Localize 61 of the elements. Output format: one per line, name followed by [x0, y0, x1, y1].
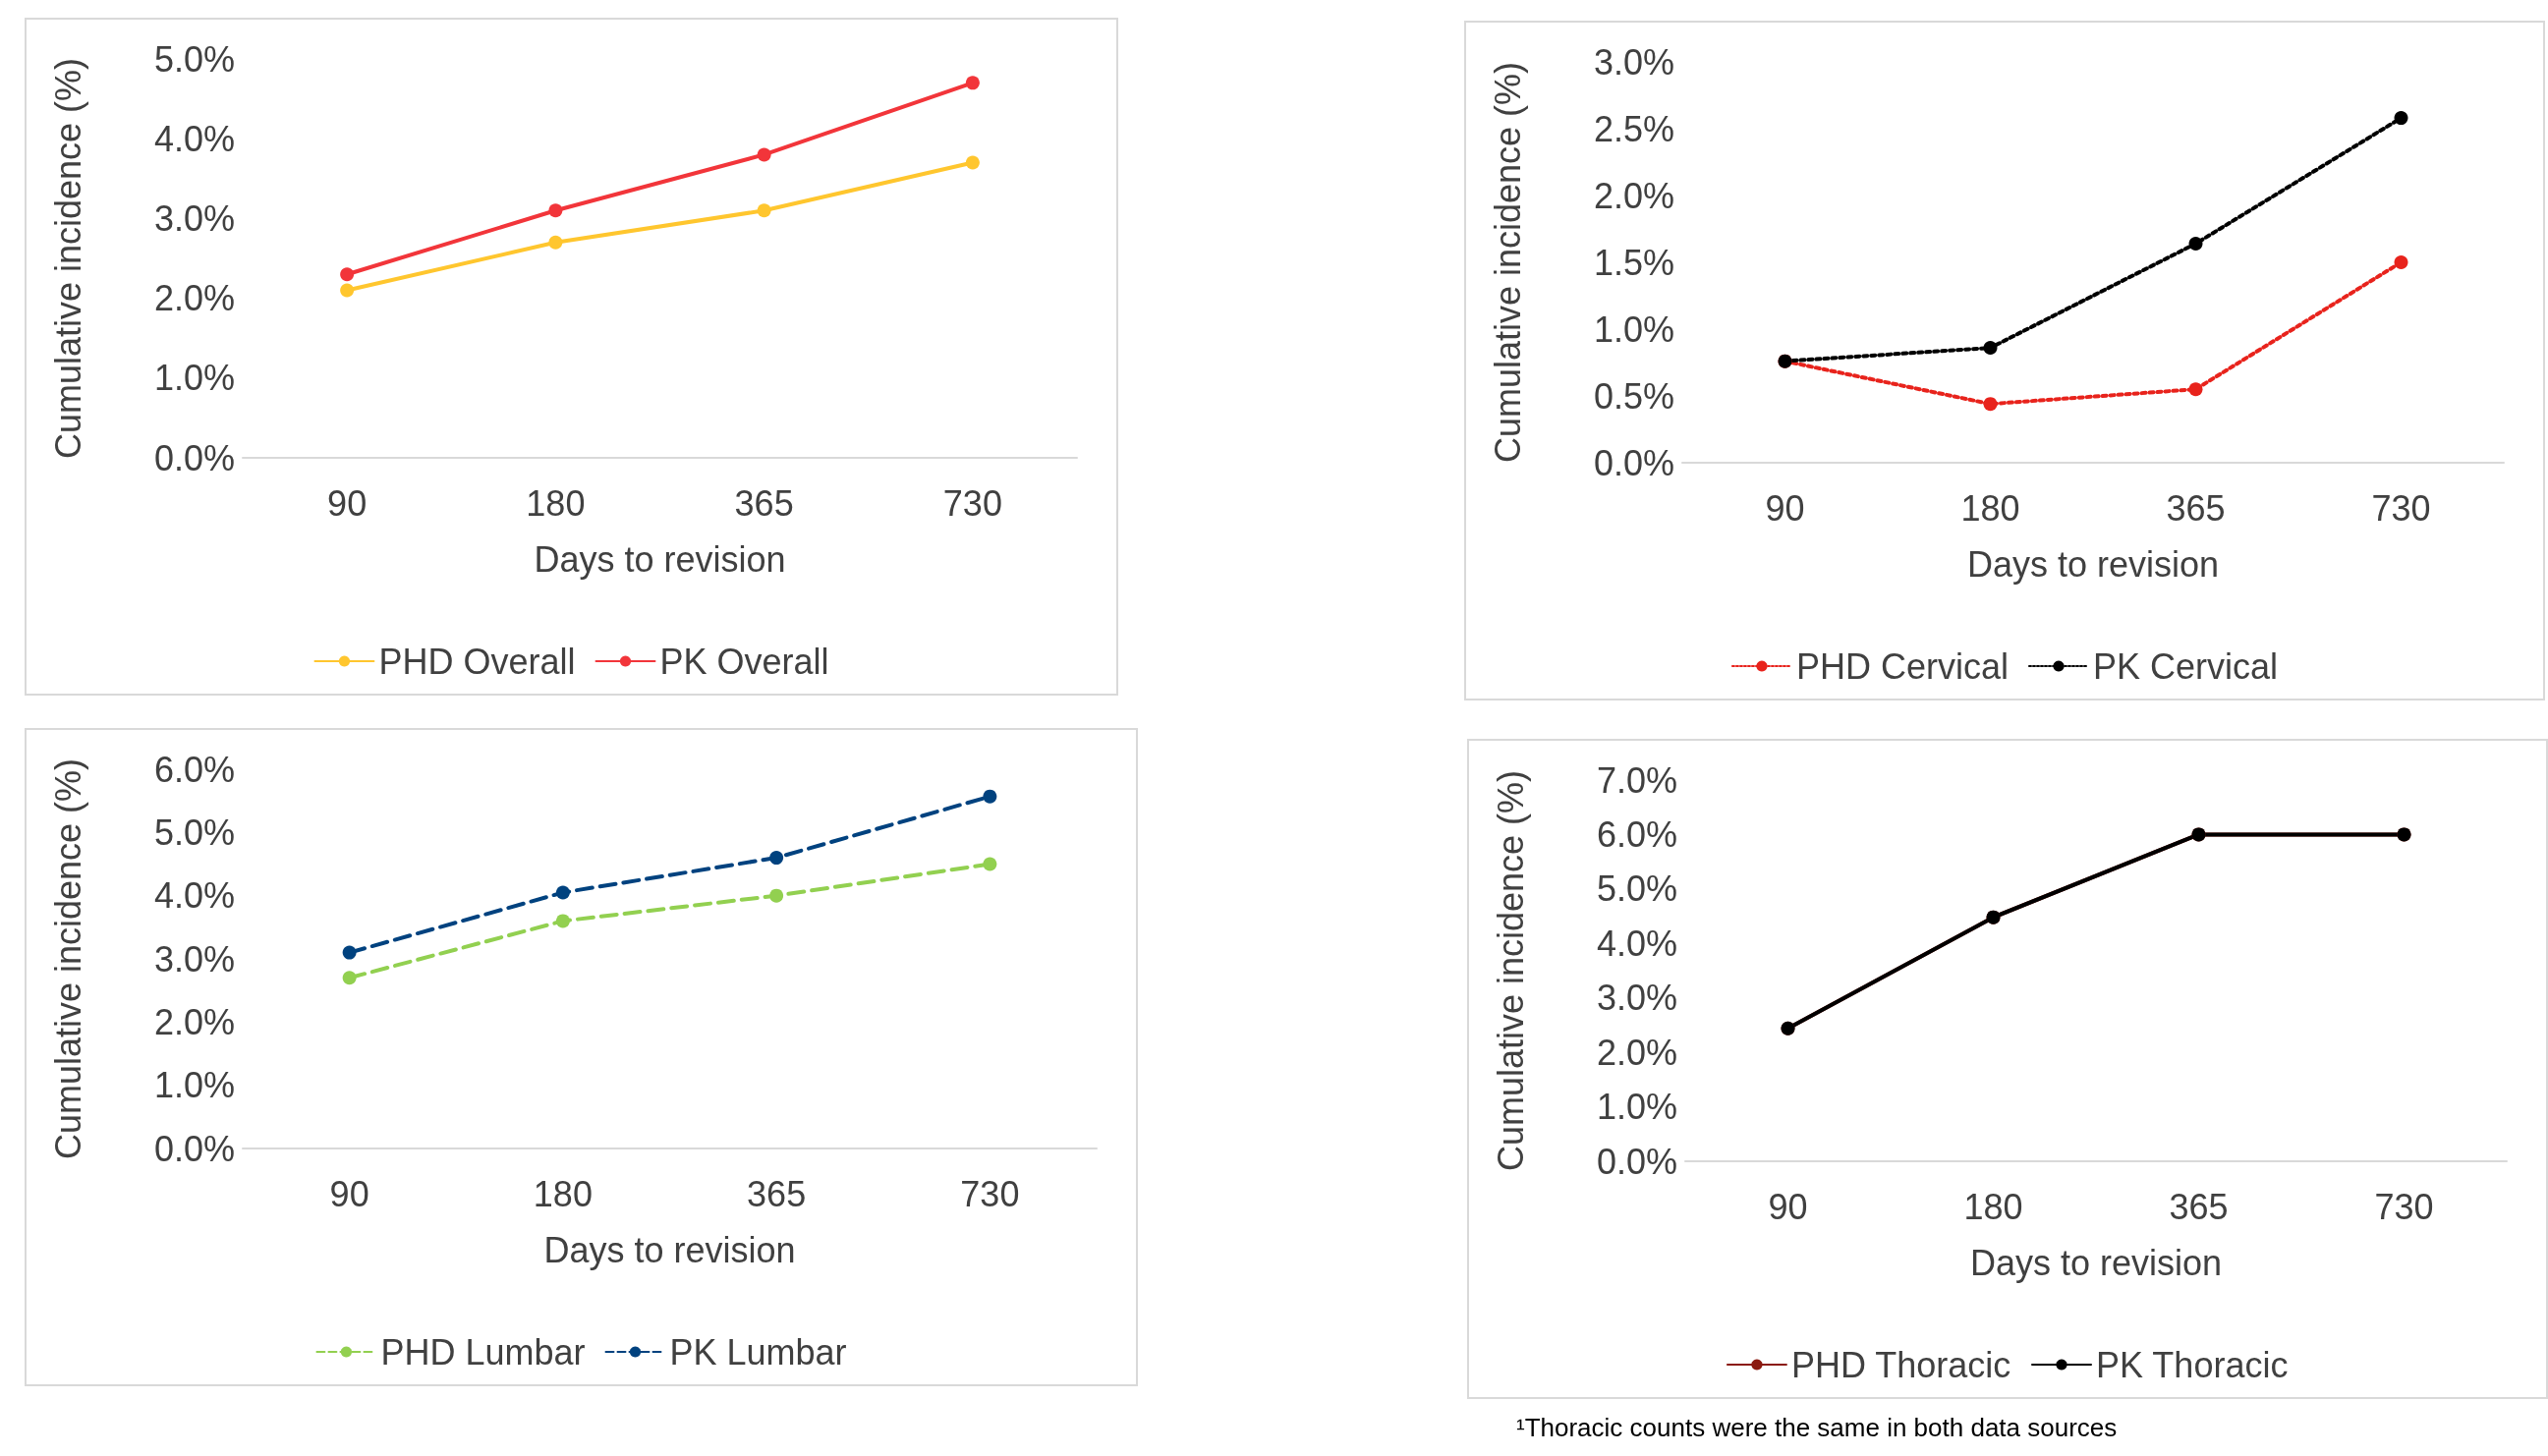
legend-label: PHD Overall	[378, 641, 576, 682]
y-tick-label: 3.0%	[1593, 41, 1674, 83]
y-axis-title: Cumulative incidence (%)	[47, 757, 88, 1160]
y-tick-label: 6.0%	[1596, 813, 1677, 855]
x-tick-label: 730	[942, 482, 1002, 524]
y-axis-title: Cumulative incidence (%)	[1487, 61, 1528, 464]
x-tick-label: 90	[1765, 487, 1805, 529]
y-tick-label: 1.0%	[1593, 308, 1674, 350]
legend-label: PHD Cervical	[1795, 645, 2009, 687]
y-tick-label: 1.0%	[153, 358, 235, 399]
y-tick-label: 1.0%	[153, 1065, 235, 1106]
x-tick-label: 180	[533, 1173, 593, 1214]
x-tick-label: 730	[2371, 487, 2431, 529]
legend-label: PK Overall	[659, 641, 829, 682]
x-tick-label: 365	[747, 1173, 807, 1214]
y-tick-label: 0.5%	[1593, 375, 1674, 417]
y-tick-label: 2.0%	[1593, 175, 1674, 216]
y-tick-label: 0.0%	[153, 437, 235, 478]
x-tick-label: 730	[960, 1173, 1020, 1214]
x-tick-label: 180	[1960, 487, 2020, 529]
legend-label: PHD Thoracic	[1790, 1344, 2011, 1385]
y-tick-label: 3.0%	[153, 938, 235, 980]
x-axis-title: Days to revision	[534, 538, 786, 580]
y-tick-label: 1.0%	[1596, 1087, 1677, 1128]
x-axis-title: Days to revision	[543, 1229, 796, 1270]
x-tick-label: 180	[526, 482, 586, 524]
x-tick-label: 365	[734, 482, 794, 524]
y-axis-title: Cumulative incidence (%)	[47, 57, 88, 460]
y-tick-label: 6.0%	[153, 749, 235, 790]
y-tick-label: 7.0%	[1596, 759, 1677, 801]
text: ¹Thoracic counts were the same in both data sources	[1516, 1413, 2119, 1443]
x-tick-label: 365	[2166, 487, 2226, 529]
y-tick-label: 0.0%	[1596, 1141, 1677, 1182]
y-tick-label: 4.0%	[153, 118, 235, 159]
x-tick-label: 90	[1768, 1186, 1808, 1227]
legend-label: PHD Lumbar	[380, 1331, 586, 1372]
y-tick-label: 5.0%	[1596, 868, 1677, 910]
y-tick-label: 4.0%	[153, 875, 235, 917]
y-tick-label: 0.0%	[1593, 442, 1674, 483]
y-tick-label: 5.0%	[153, 812, 235, 853]
x-tick-label: 90	[329, 1173, 369, 1214]
y-tick-label: 2.0%	[1596, 1032, 1677, 1073]
y-tick-label: 3.0%	[1596, 978, 1677, 1019]
y-tick-label: 4.0%	[1596, 923, 1677, 964]
y-tick-label: 2.0%	[153, 278, 235, 319]
legend-label: PK Cervical	[2092, 645, 2279, 687]
x-tick-label: 90	[327, 482, 368, 524]
y-tick-label: 3.0%	[153, 197, 235, 239]
y-axis-title: Cumulative incidence (%)	[1490, 769, 1531, 1172]
x-axis-title: Days to revision	[1966, 543, 2220, 585]
x-tick-label: 180	[1963, 1186, 2023, 1227]
y-tick-label: 0.0%	[153, 1128, 235, 1169]
y-tick-label: 2.0%	[153, 1001, 235, 1042]
y-tick-label: 2.5%	[1593, 108, 1674, 149]
y-tick-label: 1.5%	[1593, 242, 1674, 283]
x-tick-label: 365	[2169, 1186, 2229, 1227]
legend-label: PK Thoracic	[2095, 1344, 2289, 1385]
legend-label: PK Lumbar	[669, 1331, 847, 1372]
x-tick-label: 730	[2374, 1186, 2434, 1227]
x-axis-title: Days to revision	[1969, 1242, 2223, 1283]
y-tick-label: 5.0%	[153, 38, 235, 80]
